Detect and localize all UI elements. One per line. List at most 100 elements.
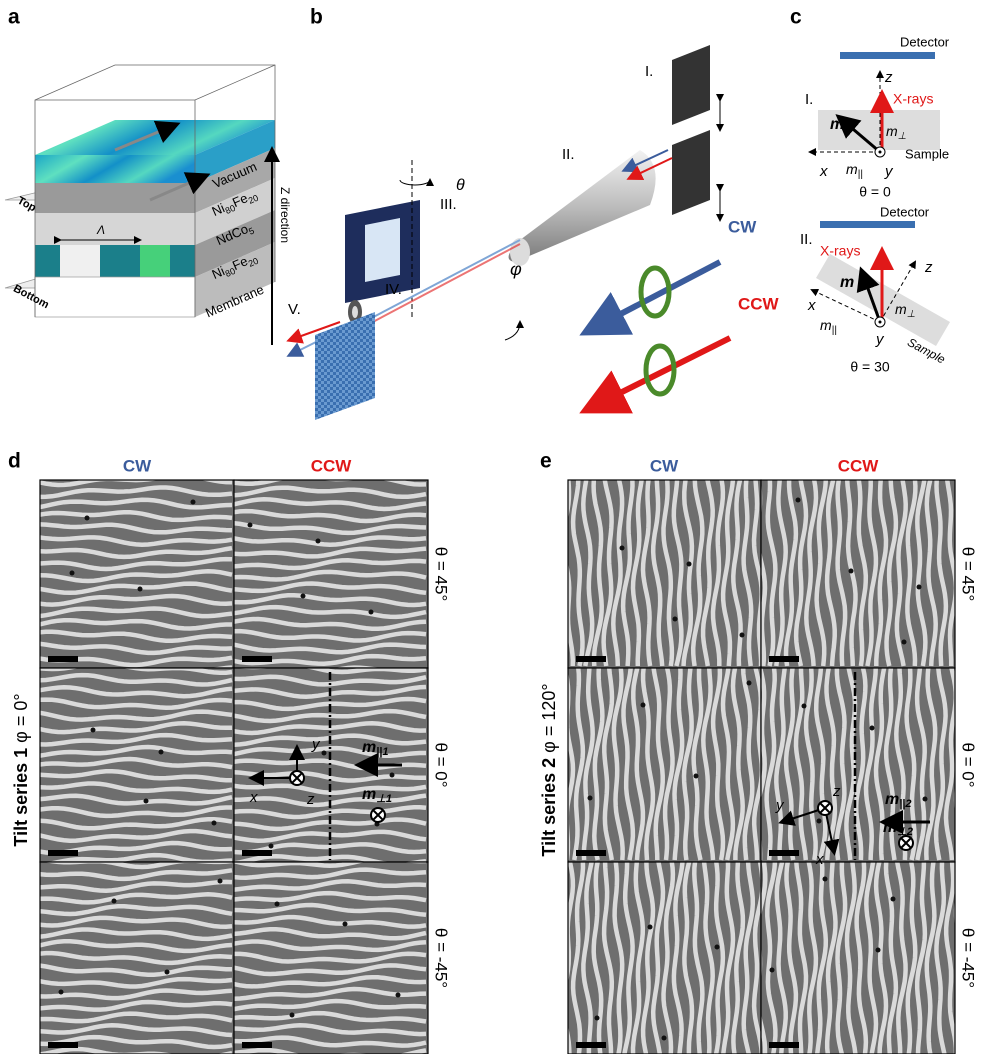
defect [694, 774, 699, 779]
defect [165, 970, 170, 975]
defect [817, 819, 822, 824]
xmcd-image [40, 845, 234, 1054]
axis-label: x [807, 297, 816, 314]
scale-bar [576, 656, 606, 662]
defect [687, 562, 692, 567]
defect [796, 498, 801, 503]
scale-bar [48, 656, 78, 662]
axis-label: z [306, 791, 315, 808]
defect [138, 587, 143, 592]
defect [369, 610, 374, 615]
xmcd-image [40, 651, 234, 875]
defect [740, 633, 745, 638]
column-header: CW [650, 456, 679, 475]
axis-label: x [819, 163, 828, 180]
stripe [553, 862, 563, 1054]
angle-label: θ = 0 [859, 184, 891, 200]
defect [316, 539, 321, 544]
angle-label: θ [456, 177, 465, 194]
defect [870, 726, 875, 731]
defect [662, 1036, 667, 1041]
defect [112, 899, 117, 904]
stage-label: V. [288, 301, 301, 318]
defect [715, 945, 720, 950]
stage-label: I. [805, 91, 813, 108]
scale-bar [242, 656, 272, 662]
axis-label: y [884, 163, 894, 180]
defect [290, 1013, 295, 1018]
angle-label: φ [510, 259, 522, 279]
sample-label: Sample [905, 146, 949, 161]
axis-label: x [815, 851, 824, 868]
xmcd-image [747, 480, 966, 668]
series-label: Tilt series 1 φ = 0° [11, 693, 31, 846]
stage-label: I. [645, 63, 653, 80]
period-label: Λ [96, 223, 105, 237]
defect [902, 640, 907, 645]
xmcd-image [234, 465, 428, 676]
defect [343, 922, 348, 927]
vector-label: m|| [820, 317, 837, 336]
axis-label: Z direction [278, 187, 292, 243]
panel-label: c [790, 6, 802, 29]
defect [91, 728, 96, 733]
panel-label: e [540, 450, 552, 473]
defect [648, 925, 653, 930]
angle-label: θ = 30 [850, 359, 890, 375]
defect [917, 585, 922, 590]
defect [595, 1016, 600, 1021]
defect [191, 500, 196, 505]
scale-bar [769, 656, 799, 662]
stage-label: III. [440, 196, 457, 213]
xmcd-image [553, 480, 772, 668]
xmcd-image [40, 463, 234, 677]
xmcd-image [553, 668, 771, 862]
axis-label: z [924, 259, 933, 276]
image-grids [40, 463, 966, 1054]
defect [823, 877, 828, 882]
detector-label: Detector [880, 204, 930, 219]
xmcd-image [747, 862, 966, 1054]
axis-label: z [884, 69, 893, 86]
column-header: CCW [838, 456, 880, 475]
defect [390, 773, 395, 778]
column-header: CW [123, 456, 152, 475]
row-label: θ = 45° [959, 547, 978, 602]
vector-label: m|| [846, 161, 863, 180]
defect [322, 751, 327, 756]
panel-label: a [8, 6, 20, 29]
defect [673, 617, 678, 622]
helicity-label: CW [728, 217, 757, 236]
defect [588, 796, 593, 801]
defect [802, 704, 807, 709]
figure: a b c d e Vacuum Ni80Fe20 NdCo5 Ni80Fe20… [0, 0, 983, 1054]
defect [620, 546, 625, 551]
xmcd-image [553, 862, 772, 1054]
xray-label: X-rays [820, 243, 860, 259]
scale-bar [242, 850, 272, 856]
axis-label: z [832, 783, 841, 800]
defect [85, 516, 90, 521]
panel-label: b [310, 6, 323, 29]
scale-bar [769, 850, 799, 856]
detector-label: Detector [900, 34, 950, 49]
scale-bar [576, 850, 606, 856]
defect [301, 594, 306, 599]
helicity-label: CCW [738, 294, 780, 313]
xray-label: X-rays [893, 91, 933, 107]
stage-label: IV. [385, 281, 402, 298]
stage-label: II. [800, 231, 813, 248]
scale-bar [242, 1042, 272, 1048]
axis-label: y [875, 331, 885, 348]
row-label: θ = 0° [959, 742, 978, 787]
row-label: θ = 45° [432, 547, 451, 602]
stripe [553, 480, 562, 666]
column-header: CCW [311, 456, 353, 475]
defect [396, 993, 401, 998]
series-label: Tilt series 2 φ = 120° [539, 683, 559, 856]
vector-label: m [840, 274, 854, 291]
defect [248, 523, 253, 528]
defect [275, 902, 280, 907]
defect [770, 968, 775, 973]
defect [269, 844, 274, 849]
